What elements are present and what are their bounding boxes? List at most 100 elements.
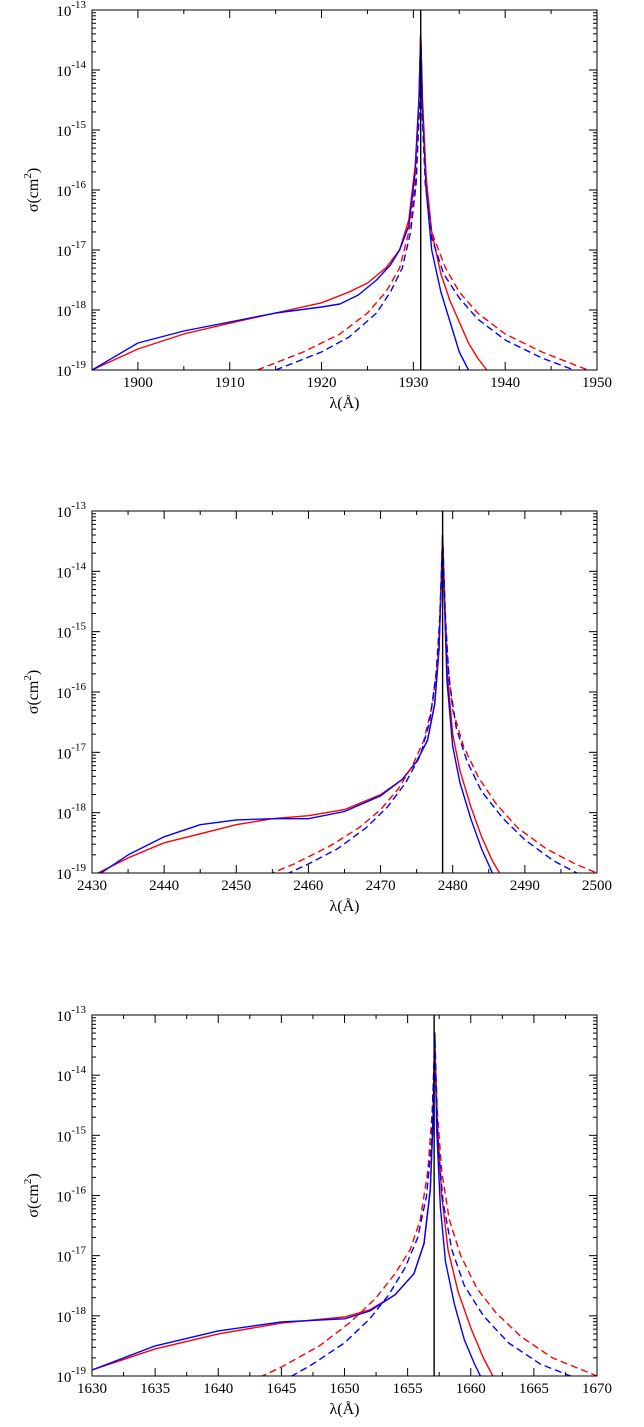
series-line-3-dashed bbox=[257, 33, 589, 370]
x-tick-label: 1640 bbox=[203, 1381, 233, 1397]
y-tick-base: 10 bbox=[56, 364, 71, 380]
y-tick-base: 10 bbox=[56, 184, 71, 200]
y-tick-base: 10 bbox=[56, 304, 71, 320]
y-axis-label-close: ) bbox=[25, 1173, 42, 1178]
y-tick-exponent: -17 bbox=[71, 741, 86, 753]
y-axis-label-main: σ(cm bbox=[25, 178, 42, 212]
y-axis-label-superscript: 2 bbox=[22, 675, 34, 681]
y-tick-label: 10-15 bbox=[56, 1124, 86, 1145]
y-tick-label: 10-17 bbox=[56, 239, 86, 260]
chart-panel-2: 2430 2440 2450 2460 2470 2480 2490 250010-1910-… bbox=[22, 500, 612, 915]
y-tick-exponent: -16 bbox=[71, 179, 86, 191]
x-tick-label: 1650 bbox=[330, 1381, 360, 1397]
y-tick-exponent: -13 bbox=[71, 1004, 86, 1016]
plot-area bbox=[92, 1032, 597, 1376]
y-tick-exponent: -19 bbox=[71, 862, 86, 874]
y-axis-label-close: ) bbox=[25, 670, 42, 675]
x-tick-label: 2450 bbox=[221, 878, 251, 894]
plot-frame bbox=[91, 9, 598, 371]
x-tick-label: 2500 bbox=[582, 878, 612, 894]
y-tick-label: 10-14 bbox=[56, 59, 86, 80]
y-tick-label: 10-18 bbox=[56, 802, 86, 823]
y-tick-exponent: -15 bbox=[71, 621, 86, 633]
series-line-4-dashed bbox=[275, 33, 575, 370]
y-tick-base: 10 bbox=[56, 1069, 71, 1085]
x-tick-label: 1940 bbox=[490, 375, 520, 391]
y-tick-exponent: -16 bbox=[71, 1185, 86, 1197]
x-tick-label: 2430 bbox=[77, 878, 107, 894]
x-tick-label: 1660 bbox=[456, 1381, 486, 1397]
x-tick-label: 2480 bbox=[438, 878, 468, 894]
y-axis-label-main: σ(cm bbox=[25, 1184, 42, 1218]
series-line-4-dashed bbox=[290, 1032, 573, 1376]
x-tick-label: 1665 bbox=[519, 1381, 549, 1397]
y-tick-label: 10-16 bbox=[56, 179, 86, 200]
y-tick-label: 10-16 bbox=[56, 681, 86, 702]
x-tick-label: 2440 bbox=[149, 878, 179, 894]
y-tick-exponent: -14 bbox=[71, 1064, 86, 1076]
y-tick-base: 10 bbox=[56, 4, 71, 20]
x-tick-label: 1930 bbox=[398, 375, 428, 391]
plot-frame bbox=[91, 1014, 598, 1377]
y-tick-exponent: -14 bbox=[71, 59, 86, 71]
chart-panel-3: 1630 1635 1640 1645 1650 1655 1660 1665 167010-1… bbox=[22, 1004, 612, 1418]
y-axis-label: σ(cm2) bbox=[22, 168, 42, 212]
plot-frame bbox=[91, 510, 598, 874]
series-line-1-solid bbox=[92, 1056, 494, 1376]
x-tick-label: 2470 bbox=[366, 878, 396, 894]
x-tick-label: 1630 bbox=[77, 1381, 107, 1397]
y-tick-base: 10 bbox=[56, 505, 71, 521]
x-tick-label: 1950 bbox=[582, 375, 612, 391]
series-line-4-dashed bbox=[287, 534, 579, 873]
y-axis-label: σ(cm2) bbox=[22, 670, 42, 714]
y-tick-base: 10 bbox=[56, 1190, 71, 1206]
plot-area bbox=[92, 33, 589, 370]
x-tick-label: 2490 bbox=[510, 878, 540, 894]
series-line-2-solid bbox=[99, 534, 494, 873]
y-tick-base: 10 bbox=[56, 565, 71, 581]
y-tick-base: 10 bbox=[56, 124, 71, 140]
x-tick-label: 1655 bbox=[393, 1381, 423, 1397]
y-tick-label: 10-14 bbox=[56, 560, 86, 581]
x-axis-label: λ(Å) bbox=[330, 1400, 360, 1418]
y-tick-label: 10-13 bbox=[56, 0, 86, 20]
x-tick-label: 1910 bbox=[215, 375, 245, 391]
y-axis-label-close: ) bbox=[25, 168, 42, 173]
y-axis-label: σ(cm2) bbox=[22, 1173, 42, 1217]
y-tick-base: 10 bbox=[56, 1310, 71, 1326]
y-tick-label: 10-15 bbox=[56, 119, 86, 140]
y-tick-base: 10 bbox=[56, 1009, 71, 1025]
plot-area bbox=[96, 534, 597, 873]
y-tick-base: 10 bbox=[56, 807, 71, 823]
series-line-2-solid bbox=[92, 1032, 482, 1376]
y-tick-label: 10-14 bbox=[56, 1064, 86, 1085]
y-tick-base: 10 bbox=[56, 626, 71, 642]
y-tick-base: 10 bbox=[56, 746, 71, 762]
y-tick-exponent: -19 bbox=[71, 359, 86, 371]
y-tick-exponent: -18 bbox=[71, 299, 86, 311]
y-tick-label: 10-13 bbox=[56, 500, 86, 521]
x-axis-label: λ(Å) bbox=[330, 394, 360, 412]
y-axis-label-superscript: 2 bbox=[22, 1179, 34, 1185]
y-tick-base: 10 bbox=[56, 1250, 71, 1266]
y-tick-label: 10-19 bbox=[56, 1365, 86, 1386]
series-line-2-solid bbox=[92, 33, 470, 370]
series-line-3-dashed bbox=[260, 1044, 597, 1376]
y-tick-exponent: -18 bbox=[71, 1305, 86, 1317]
y-tick-label: 10-15 bbox=[56, 621, 86, 642]
y-axis-label-superscript: 2 bbox=[22, 173, 34, 179]
y-tick-exponent: -17 bbox=[71, 239, 86, 251]
y-tick-base: 10 bbox=[56, 64, 71, 80]
x-tick-label: 1645 bbox=[266, 1381, 296, 1397]
x-tick-label: 2460 bbox=[293, 878, 323, 894]
x-axis-label: λ(Å) bbox=[330, 897, 360, 915]
y-tick-label: 10-18 bbox=[56, 299, 86, 320]
x-tick-label: 1635 bbox=[140, 1381, 170, 1397]
y-tick-label: 10-19 bbox=[56, 359, 86, 380]
y-tick-exponent: -13 bbox=[71, 0, 86, 11]
y-tick-base: 10 bbox=[56, 1129, 71, 1145]
y-tick-base: 10 bbox=[56, 1370, 71, 1386]
y-tick-exponent: -19 bbox=[71, 1365, 86, 1377]
